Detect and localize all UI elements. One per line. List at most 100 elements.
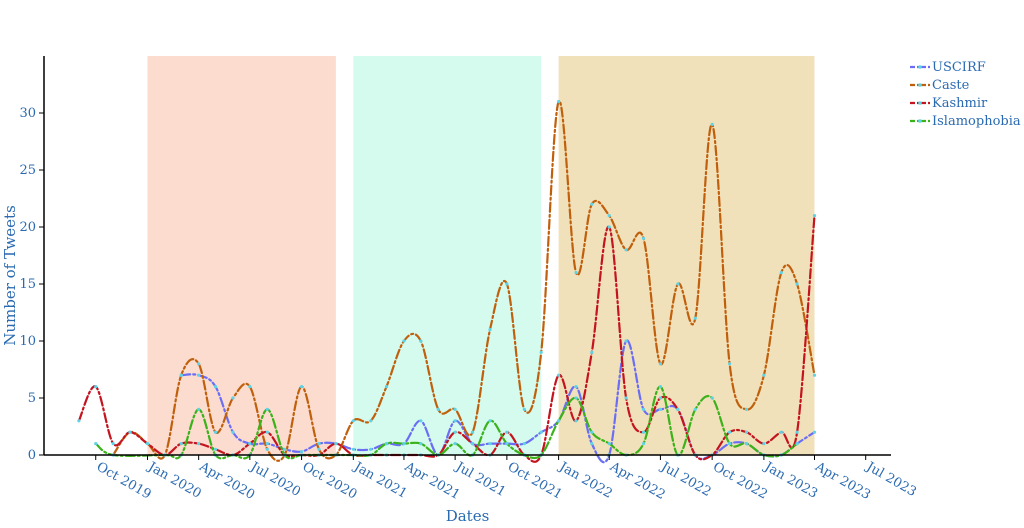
- data-point-uscirf: [419, 419, 423, 423]
- shaded-period-2: [353, 56, 542, 455]
- data-point-kashmir: [676, 407, 680, 411]
- data-point-kashmir: [762, 442, 766, 446]
- data-point-kashmir: [77, 419, 81, 423]
- data-point-caste: [213, 430, 218, 434]
- data-point-caste: [574, 271, 578, 275]
- legend-label: Islamophobia: [932, 114, 1021, 129]
- data-point-islamophobia: [505, 442, 509, 446]
- data-point-uscirf: [213, 385, 218, 389]
- data-point-islamophobia: [590, 430, 594, 434]
- series-lines: [77, 100, 816, 464]
- y-tick-label: 0: [28, 448, 36, 463]
- data-point-uscirf: [522, 442, 526, 446]
- data-point-caste: [419, 339, 423, 343]
- data-point-caste: [744, 407, 749, 411]
- legend-item-islamophobia[interactable]: Islamophobia: [910, 114, 1021, 129]
- data-point-caste: [727, 362, 732, 366]
- y-tick-label: 25: [19, 163, 36, 178]
- data-point-caste: [590, 202, 594, 206]
- data-point-islamophobia: [384, 442, 389, 446]
- data-point-islamophobia: [94, 442, 98, 446]
- legend-marker-islamophobia: [918, 119, 922, 123]
- legend-label: Kashmir: [932, 96, 988, 111]
- legend-label: USCIRF: [932, 60, 986, 75]
- series-line-islamophobia: [94, 385, 799, 460]
- data-point-kashmir: [607, 225, 611, 229]
- data-point-kashmir: [779, 430, 783, 434]
- legend-item-kashmir[interactable]: Kashmir: [910, 96, 988, 111]
- x-tick-label: Oct 2021: [505, 459, 565, 502]
- data-point-kashmir: [145, 442, 150, 446]
- data-point-caste: [231, 396, 235, 400]
- data-point-uscirf: [658, 407, 663, 411]
- data-point-kashmir: [641, 430, 646, 434]
- x-tick-label: Oct 2020: [300, 459, 360, 502]
- data-point-uscirf: [590, 442, 594, 446]
- data-point-kashmir: [213, 447, 218, 451]
- y-tick-label: 20: [19, 220, 36, 235]
- data-point-kashmir: [505, 430, 509, 434]
- data-point-islamophobia: [488, 419, 492, 423]
- data-point-uscirf: [641, 407, 646, 411]
- data-point-caste: [317, 447, 321, 451]
- shaded-periods: [147, 56, 815, 455]
- data-point-uscirf: [488, 442, 492, 446]
- data-point-uscirf: [369, 447, 373, 451]
- data-point-kashmir: [470, 442, 475, 446]
- data-point-islamophobia: [419, 442, 423, 446]
- series-line-kashmir: [77, 214, 816, 463]
- data-point-caste: [488, 328, 492, 332]
- legend-item-caste[interactable]: Caste: [910, 78, 970, 93]
- x-tick-label: Jan 2022: [555, 458, 615, 501]
- data-point-islamophobia: [402, 442, 406, 446]
- data-point-caste: [265, 447, 269, 451]
- x-tick-label: Oct 2022: [710, 459, 770, 502]
- x-tick-label: Apr 2020: [196, 459, 257, 503]
- data-point-caste: [470, 430, 475, 434]
- data-point-caste: [248, 385, 252, 389]
- data-point-uscirf: [231, 430, 235, 434]
- data-point-caste: [795, 282, 799, 286]
- data-point-islamophobia: [607, 442, 611, 446]
- data-point-islamophobia: [453, 442, 457, 446]
- data-point-caste: [693, 316, 697, 320]
- data-point-caste: [402, 339, 406, 343]
- data-point-caste: [369, 419, 373, 423]
- data-point-caste: [710, 122, 714, 126]
- data-point-caste: [453, 407, 457, 411]
- data-point-kashmir: [727, 430, 732, 434]
- data-point-kashmir: [248, 442, 252, 446]
- x-tick-label: Jan 2020: [144, 458, 204, 501]
- x-tick-label: Jan 2023: [760, 458, 820, 501]
- data-point-uscirf: [812, 430, 817, 434]
- x-tick-label: Apr 2023: [812, 459, 873, 503]
- data-point-uscirf: [539, 430, 543, 434]
- data-point-caste: [641, 236, 646, 240]
- data-point-islamophobia: [693, 407, 697, 411]
- data-point-caste: [557, 100, 561, 104]
- data-point-uscirf: [351, 447, 355, 451]
- data-point-kashmir: [197, 442, 201, 446]
- data-point-islamophobia: [557, 419, 561, 423]
- legend[interactable]: USCIRF Caste Kashmir Islamophobia: [910, 60, 1021, 129]
- data-point-caste: [299, 385, 304, 389]
- data-point-kashmir: [590, 350, 594, 354]
- legend-item-uscirf[interactable]: USCIRF: [910, 60, 986, 75]
- data-point-caste: [812, 373, 817, 377]
- data-point-kashmir: [795, 430, 799, 434]
- x-tick-label: Apr 2021: [401, 459, 462, 503]
- y-axis-title: Number of Tweets: [1, 205, 19, 346]
- y-axis-ticks: 0 5 10 15 20 25 30: [19, 106, 44, 463]
- y-tick-label: 15: [19, 277, 36, 292]
- y-tick-label: 10: [19, 334, 36, 349]
- legend-marker-uscirf: [918, 65, 922, 69]
- data-point-caste: [436, 407, 440, 411]
- data-point-islamophobia: [744, 442, 749, 446]
- data-point-kashmir: [574, 419, 578, 423]
- legend-label: Caste: [932, 78, 970, 93]
- y-tick-label: 30: [19, 106, 36, 121]
- data-point-islamophobia: [265, 407, 269, 411]
- data-point-caste: [351, 419, 355, 423]
- data-point-kashmir: [334, 442, 338, 446]
